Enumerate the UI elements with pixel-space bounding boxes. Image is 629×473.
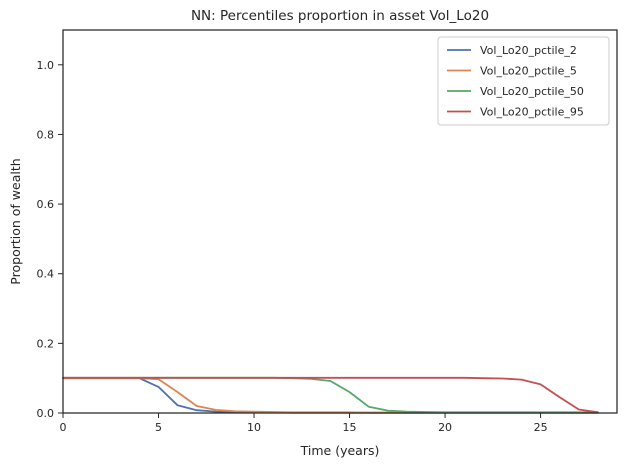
chart-title: NN: Percentiles proportion in asset Vol_…	[191, 8, 489, 24]
x-tick-label: 0	[60, 421, 67, 434]
x-tick-label: 15	[343, 421, 357, 434]
y-axis-label: Proportion of wealth	[8, 158, 23, 284]
legend-label: Vol_Lo20_pctile_2	[480, 44, 577, 57]
plot-area-frame	[62, 29, 618, 414]
y-tick-label: 0.2	[37, 337, 55, 350]
series-line-4	[62, 376, 599, 414]
legend-label: Vol_Lo20_pctile_5	[480, 65, 577, 78]
y-tick-label: 0.6	[37, 198, 55, 211]
chart-legend: Vol_Lo20_pctile_2 Vol_Lo20_pctile_5 Vol_Lo…	[437, 36, 610, 126]
x-tick-label: 25	[534, 421, 548, 434]
x-tick-label: 10	[247, 421, 261, 434]
legend-box	[437, 36, 610, 126]
y-tick-label: 0.8	[37, 128, 55, 141]
y-tick-label: 0.0	[37, 407, 55, 420]
legend-label: Vol_Lo20_pctile_50	[480, 85, 584, 98]
x-tick-label: 20	[438, 421, 452, 434]
x-tick-label: 5	[155, 421, 162, 434]
y-tick-label: 0.4	[37, 268, 55, 281]
y-tick-label: 1.0	[37, 59, 55, 72]
x-axis-label: Time (years)	[300, 443, 380, 458]
legend-label: Vol_Lo20_pctile_95	[480, 106, 584, 119]
